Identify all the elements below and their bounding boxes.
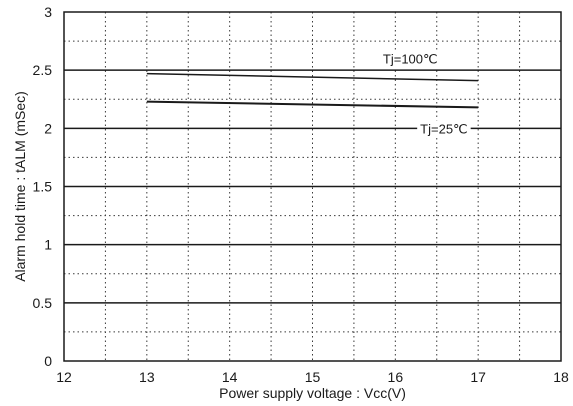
y-tick-label: 0.5 bbox=[33, 295, 53, 311]
series-label-background bbox=[417, 120, 471, 138]
x-tick-label: 17 bbox=[470, 369, 486, 385]
y-tick-label: 2.5 bbox=[33, 62, 53, 78]
series: Tj=100℃ Tj=25℃ bbox=[146, 50, 479, 138]
y-tick-label: 0 bbox=[44, 353, 52, 369]
x-tick-label: 12 bbox=[56, 369, 72, 385]
series-label-background bbox=[379, 50, 441, 68]
series-label: Tj=25℃ bbox=[420, 121, 467, 136]
x-tick-label: 14 bbox=[222, 369, 238, 385]
ticks: 12 13 14 15 16 17 18 0 0.5 1 1.5 2 2.5 3 bbox=[33, 4, 569, 385]
series-line-tj-25 bbox=[146, 100, 479, 109]
grid bbox=[64, 12, 561, 361]
x-tick-label: 13 bbox=[139, 369, 155, 385]
x-tick-label: 16 bbox=[388, 369, 404, 385]
y-tick-label: 3 bbox=[44, 4, 52, 20]
y-tick-label: 1 bbox=[44, 237, 52, 253]
x-axis-label: Power supply voltage : Vcc(V) bbox=[219, 385, 406, 401]
plot-frame bbox=[63, 11, 562, 362]
x-tick-label: 18 bbox=[553, 369, 569, 385]
series-label: Tj=100℃ bbox=[383, 52, 438, 67]
x-tick-label: 15 bbox=[305, 369, 321, 385]
y-axis-label: Alarm hold time : tALM (mSec) bbox=[12, 91, 28, 282]
y-tick-label: 2 bbox=[44, 120, 52, 136]
series-line-tj-100 bbox=[146, 72, 479, 82]
y-tick-label: 1.5 bbox=[33, 179, 53, 195]
